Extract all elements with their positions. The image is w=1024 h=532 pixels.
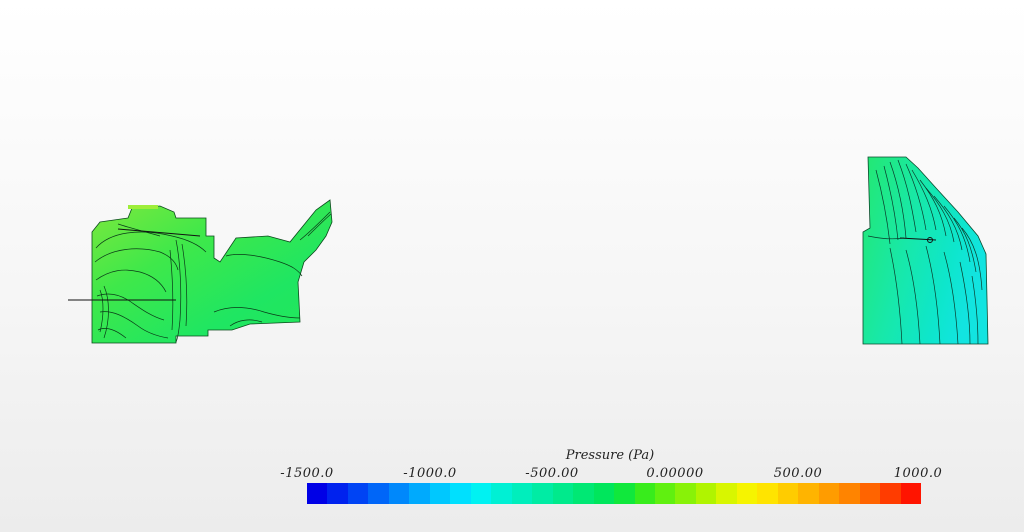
colorbar-swatch	[307, 483, 328, 504]
colorbar-swatch	[409, 483, 430, 504]
colorbar-swatch	[552, 483, 574, 504]
colorbar-swatch	[614, 483, 635, 504]
colorbar-swatch	[839, 483, 860, 504]
colorbar-swatch	[880, 483, 901, 504]
colorbar-swatch	[900, 483, 922, 504]
colorbar-swatch	[634, 483, 655, 504]
colorbar-swatch	[818, 483, 840, 504]
legend-tick-label: -500.00	[525, 466, 579, 481]
colorbar-swatch	[388, 483, 410, 504]
legend-tick-label: -1500.0	[280, 466, 334, 481]
colorbar-swatch	[654, 483, 676, 504]
colorbar-swatch	[675, 483, 696, 504]
legend-tick-label: -1000.0	[403, 466, 457, 481]
colorbar-swatch	[736, 483, 758, 504]
colorbar-swatch	[798, 483, 819, 504]
left-section-contour	[68, 199, 333, 344]
colorbar-swatch	[368, 483, 389, 504]
legend-tick-label: 0.00000	[646, 466, 704, 481]
colorbar-swatch	[532, 483, 553, 504]
legend-tick-label: 500.00	[773, 466, 823, 481]
colorbar-swatch	[695, 483, 717, 504]
colorbar-swatch	[429, 483, 451, 504]
legend-title: Pressure (Pa)	[565, 448, 655, 463]
colorbar-swatch	[511, 483, 533, 504]
colorbar-swatch	[327, 483, 348, 504]
right-section-contour	[862, 156, 989, 345]
colorbar-swatch	[491, 483, 512, 504]
colorbar-swatch	[777, 483, 799, 504]
pressure-colorbar	[307, 483, 922, 504]
colorbar-swatch	[593, 483, 615, 504]
legend-tick-label: 1000.0	[893, 466, 943, 481]
colorbar-swatch	[757, 483, 778, 504]
colorbar-swatch	[470, 483, 492, 504]
colorbar-swatch	[450, 483, 471, 504]
colorbar-swatch	[716, 483, 737, 504]
colorbar-swatch	[859, 483, 881, 504]
colorbar-swatch	[347, 483, 369, 504]
colorbar-swatch	[573, 483, 594, 504]
